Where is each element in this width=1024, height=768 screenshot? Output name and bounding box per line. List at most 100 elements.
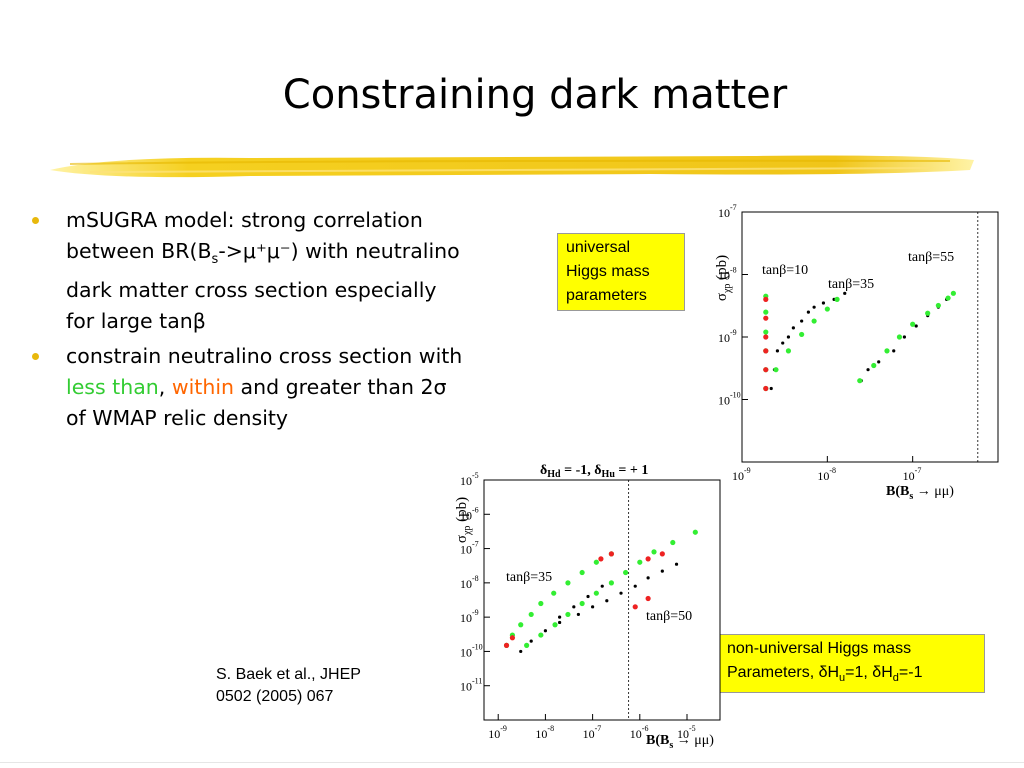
annotation-tanb35: tanβ=35 <box>828 277 874 292</box>
data-point-green <box>579 600 585 607</box>
data-point-green <box>834 296 840 302</box>
x-tick-label: 10-7 <box>903 466 922 483</box>
data-point-red <box>763 348 769 354</box>
x-tick-label: 10-8 <box>535 724 554 741</box>
data-point-green <box>552 622 558 628</box>
bullet-text: with neutralino dark matter cross sectio… <box>66 239 460 334</box>
data-point-red <box>763 334 769 340</box>
data-point-green <box>518 622 524 628</box>
data-point-red <box>509 635 516 641</box>
note-text: =-1 <box>898 664 923 681</box>
bullet-text: , <box>158 375 172 400</box>
annotation-tanb10: tanβ=10 <box>762 263 808 278</box>
data-point-black <box>529 639 533 643</box>
data-point-green <box>551 590 557 596</box>
data-point-green <box>871 362 877 369</box>
data-point-green <box>945 295 951 301</box>
bullet-text: constrain neutralino cross section with <box>66 344 463 369</box>
data-point-green <box>538 600 544 607</box>
data-point-green <box>651 549 657 555</box>
data-point-green <box>811 318 817 324</box>
data-point-black <box>791 326 795 330</box>
bullet-text: ->μ⁺μ⁻) <box>218 239 299 263</box>
y-tick-label: 10-10 <box>460 642 483 659</box>
data-point-black <box>586 594 590 599</box>
data-point-black <box>605 599 609 603</box>
data-point-red <box>598 556 604 562</box>
data-point-green <box>935 302 941 309</box>
data-point-green <box>565 611 571 618</box>
data-point-black <box>558 620 562 625</box>
data-point-black <box>892 349 896 353</box>
data-point-green <box>925 310 931 316</box>
data-point-red <box>632 604 638 610</box>
note-text: Parameters, δH <box>727 664 840 681</box>
y-axis-label: σχp (pb) <box>714 255 733 301</box>
plot-frame <box>483 479 721 721</box>
x-tick-label: 10-7 <box>583 724 602 741</box>
data-point-black <box>646 576 650 580</box>
bullet-dot-icon <box>32 217 39 224</box>
data-point-green <box>528 611 534 618</box>
x-tick-label: 10-9 <box>732 466 751 483</box>
plot-title: δHd = -1, δHu = + 1 <box>540 463 648 480</box>
y-tick-label: 10-7 <box>718 203 737 220</box>
citation-line: S. Baek et al., JHEP <box>216 666 361 683</box>
data-point-red <box>763 385 769 392</box>
within-text: within <box>171 375 235 400</box>
bullet-text: mSUGRA model: strong correlation between… <box>66 208 423 263</box>
data-point-green <box>824 306 830 312</box>
x-axis-label: B(Bs → μμ) <box>646 733 714 751</box>
data-point-red <box>763 296 769 302</box>
data-point-green <box>773 367 779 373</box>
data-point-black <box>558 615 562 619</box>
data-point-black <box>914 324 918 328</box>
y-tick-label: 10-9 <box>460 608 479 625</box>
note-universal: universal Higgs mass parameters <box>557 233 685 311</box>
annotation-tanb55: tanβ=55 <box>908 250 954 265</box>
data-point-green <box>623 569 629 576</box>
less-than-text: less than <box>66 375 159 400</box>
data-point-green <box>884 348 890 354</box>
data-point-red <box>645 595 651 602</box>
x-tick-label: 10-9 <box>488 724 507 741</box>
data-point-green <box>593 590 599 596</box>
x-tick-label: 10-6 <box>630 724 649 741</box>
data-point-red <box>608 551 614 557</box>
x-tick-label: 10-5 <box>677 724 696 741</box>
data-point-green <box>785 348 792 354</box>
data-point-green <box>565 580 571 586</box>
citation: S. Baek et al., JHEP 0502 (2005) 067 <box>216 664 361 708</box>
subscript-u: u <box>839 672 846 685</box>
data-point-black <box>769 386 773 391</box>
y-tick-label: 10-5 <box>460 471 479 488</box>
note-text: =1, δH <box>845 664 893 681</box>
data-point-green <box>538 632 544 638</box>
data-point-black <box>572 605 576 609</box>
data-point-black <box>800 319 804 323</box>
data-point-green <box>763 329 769 335</box>
x-tick-label: 10-8 <box>817 466 836 483</box>
data-point-red <box>763 315 769 321</box>
y-tick-label: 10-7 <box>460 540 479 557</box>
y-tick-label: 10-8 <box>460 574 479 591</box>
svg-text:B(Bs → μμ): B(Bs → μμ) <box>886 484 954 500</box>
data-point-black <box>821 301 826 305</box>
x-axis-label: B(Bs → μμ) <box>886 484 954 500</box>
scatter-plot-nonuniversal: δHd = -1, δHu = + 1 10-9 10-8 10-7 10-6 10-5… <box>454 463 721 751</box>
data-point-green <box>692 529 698 535</box>
plot-frame <box>741 211 999 463</box>
note-line: Higgs mass <box>566 263 650 280</box>
y-tick-label: 10-8 <box>718 266 737 283</box>
data-point-black <box>576 612 580 617</box>
slide-bottom-rule <box>0 762 1024 763</box>
data-point-red <box>645 556 651 562</box>
data-point-black <box>806 310 811 314</box>
data-point-black <box>591 605 595 609</box>
note-line: universal <box>566 239 631 256</box>
bullet-text: and greater than 2σ of WMAP relic densit… <box>66 375 447 431</box>
data-point-black <box>786 335 791 339</box>
data-point-black <box>543 629 548 633</box>
data-point-black <box>812 305 816 309</box>
data-point-black <box>866 368 870 372</box>
